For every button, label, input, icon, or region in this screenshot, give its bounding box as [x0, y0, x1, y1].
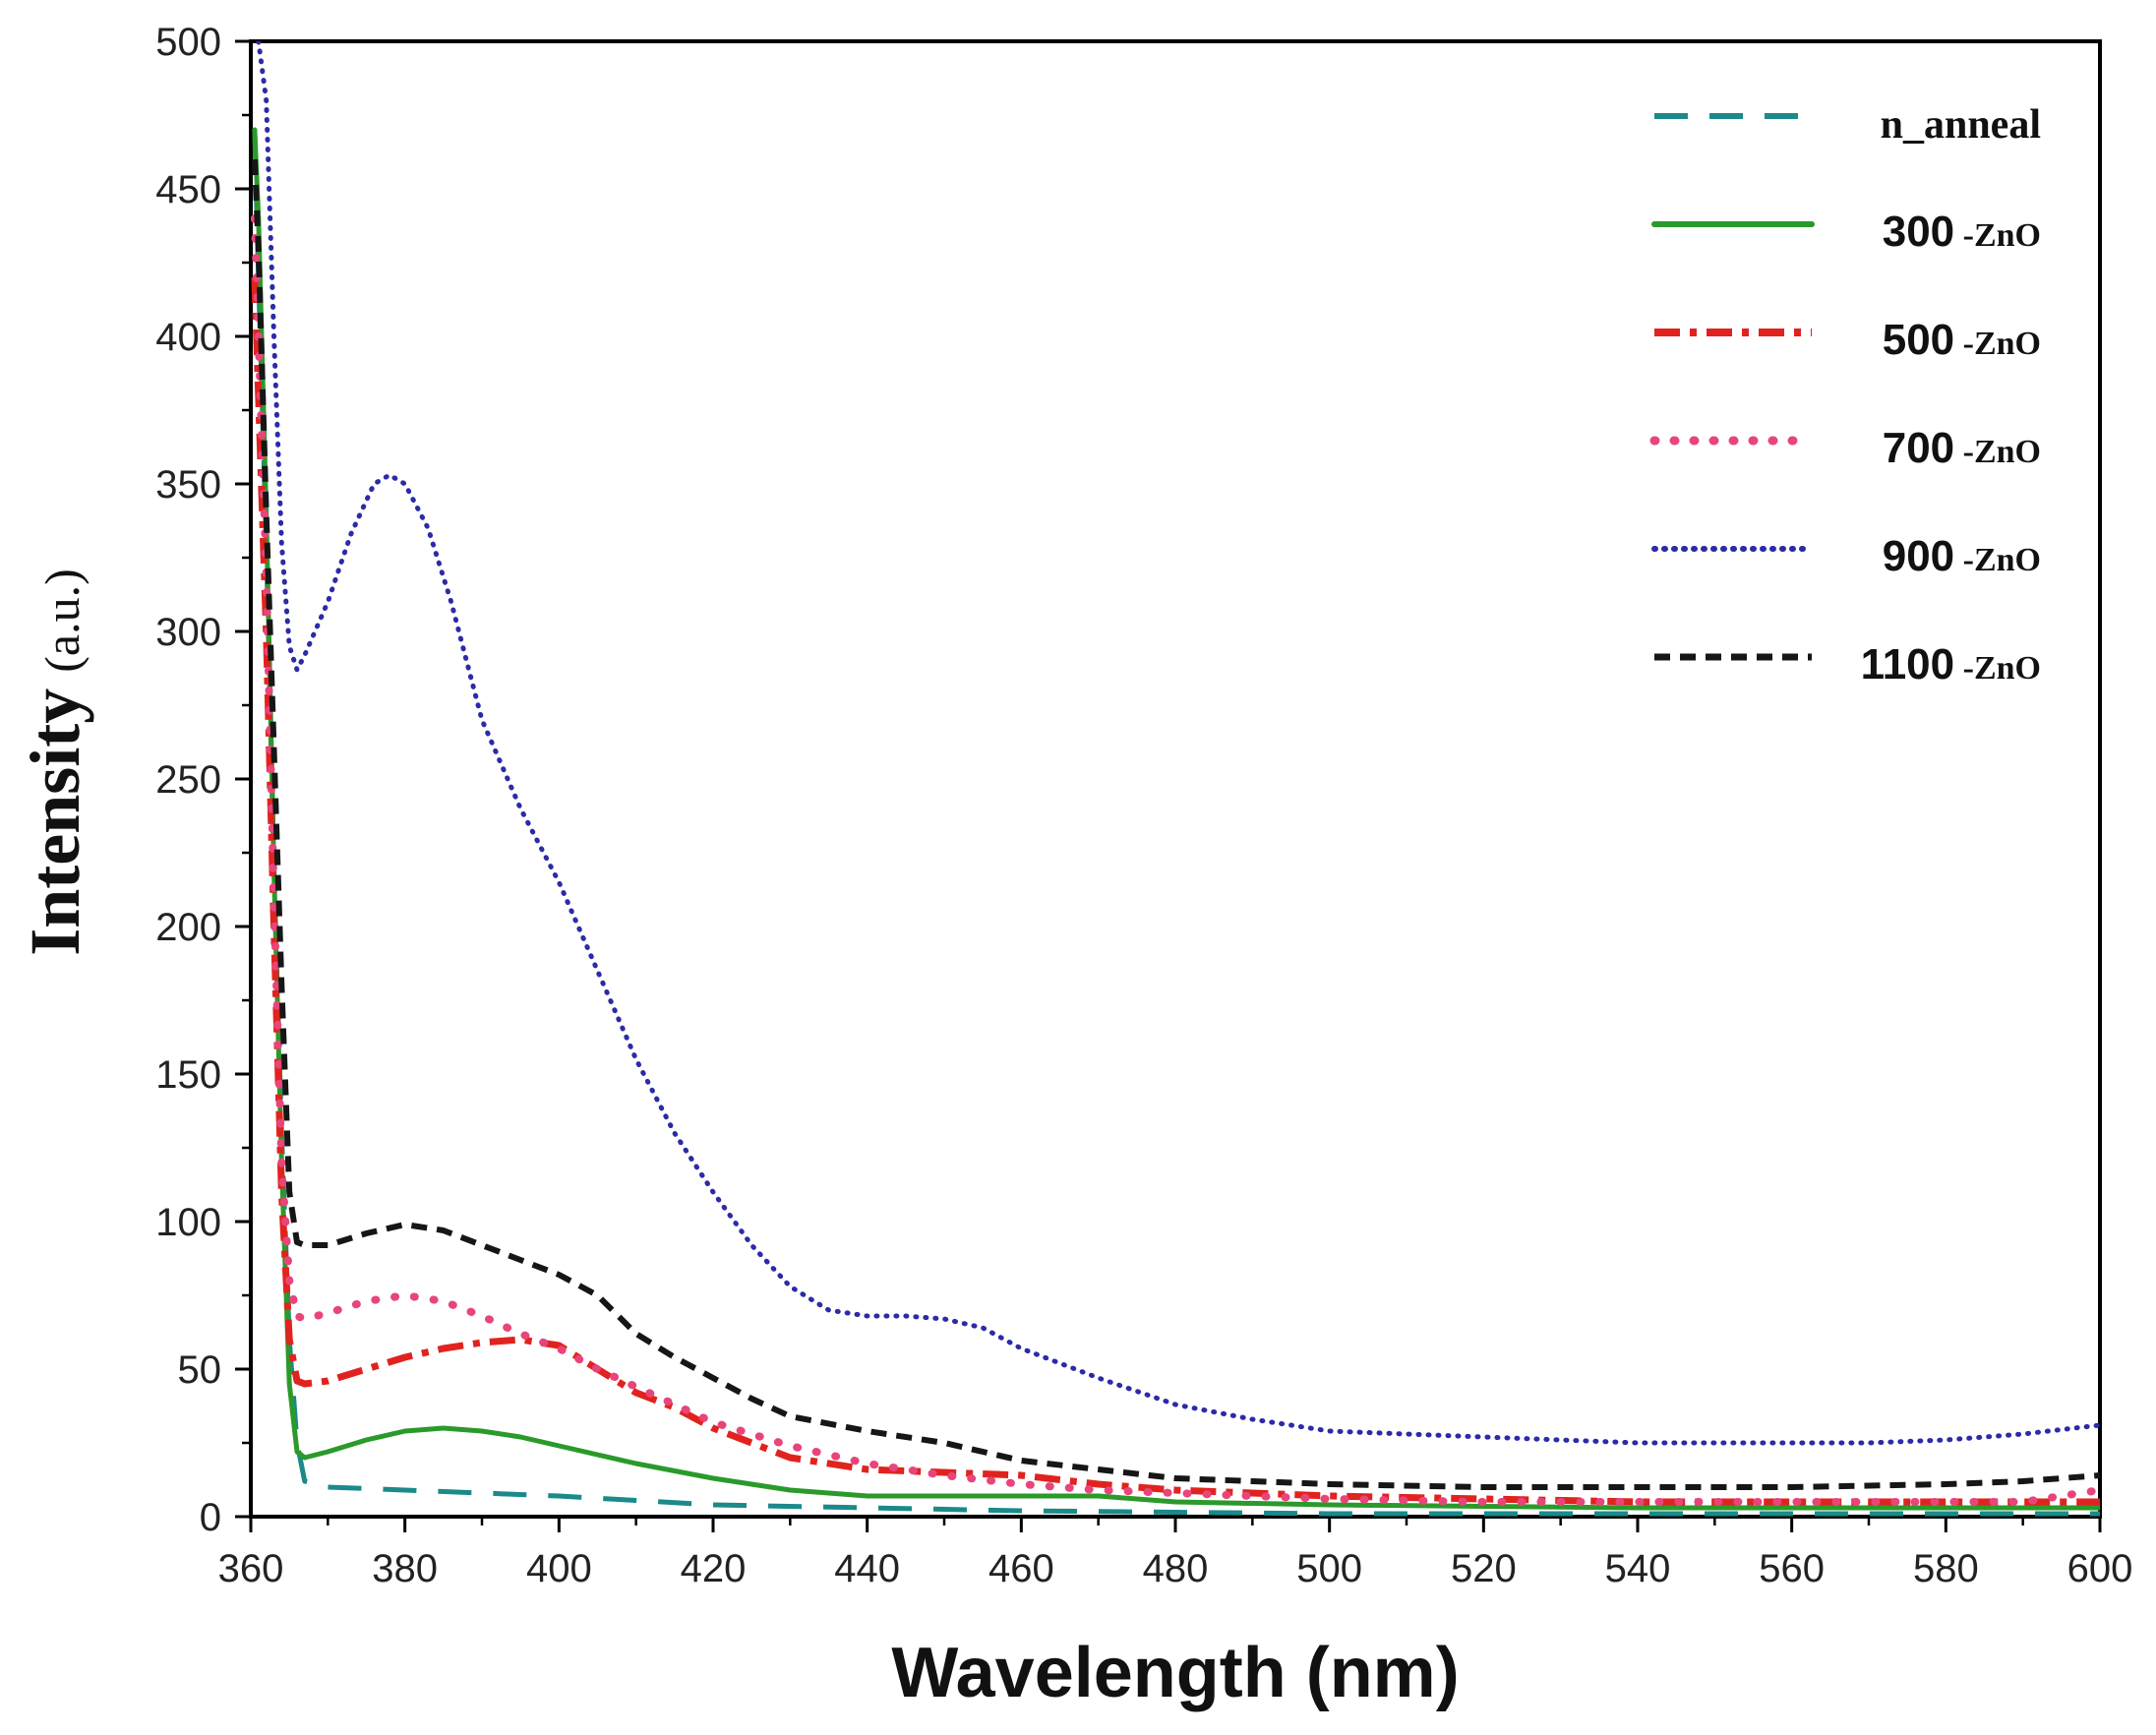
plot-frame	[249, 39, 2102, 1519]
y-tick-label: 400	[155, 316, 221, 359]
legend-label: 700 -ZnO	[1883, 424, 2041, 472]
y-axis: 0 50 100 150 200 250 300 350 400 450 500	[155, 21, 251, 1539]
legend-label-main: n_anneal	[1881, 102, 2041, 148]
legend-label-main: 900	[1883, 532, 1954, 580]
legend-label: n_anneal	[1881, 102, 2041, 148]
series-line-300	[252, 127, 2100, 1511]
x-axis-label: Wavelength (nm)	[891, 1634, 1459, 1712]
x-axis: 360 380 400 420 440 460 480 500 520 540 560 580 600	[218, 1517, 2133, 1590]
x-tick-label: 560	[1759, 1547, 1825, 1590]
y-axis-label-unit: (a.u.)	[34, 568, 90, 673]
y-tick-label: 450	[155, 168, 221, 211]
series-line-1100	[251, 158, 2100, 1490]
x-tick-label: 600	[2067, 1547, 2133, 1590]
legend-label-suffix: -ZnO	[1954, 650, 2041, 687]
legend-label: 500 -ZnO	[1883, 316, 2041, 364]
legend-label: 1100 -ZnO	[1861, 640, 2041, 688]
y-tick-label: 50	[178, 1348, 222, 1392]
y-tick-label: 250	[155, 758, 221, 802]
legend-label-suffix: -ZnO	[1954, 326, 2041, 362]
legend-label: 300 -ZnO	[1883, 208, 2041, 256]
x-tick-label: 540	[1605, 1547, 1671, 1590]
y-tick-label: 150	[155, 1053, 221, 1097]
y-tick-label: 100	[155, 1201, 221, 1244]
x-tick-label: 360	[218, 1547, 284, 1590]
y-tick-label: 200	[155, 906, 221, 949]
x-tick-label: 460	[988, 1547, 1054, 1590]
legend-label-main: 700	[1883, 424, 1954, 472]
y-tick-label: 500	[155, 21, 221, 64]
legend-label-suffix: -ZnO	[1954, 217, 2041, 254]
legend-label-main: 300	[1883, 208, 1954, 256]
x-tick-label: 520	[1451, 1547, 1517, 1590]
legend-label-main: 500	[1883, 316, 1954, 364]
legend-label-main: 1100	[1861, 640, 1954, 688]
x-tick-label: 400	[526, 1547, 592, 1590]
legend-label-suffix: -ZnO	[1954, 542, 2041, 578]
x-tick-label: 480	[1143, 1547, 1209, 1590]
y-tick-label: 350	[155, 463, 221, 507]
series-line-700	[251, 214, 2100, 1506]
plot-area-border	[249, 39, 2102, 1519]
x-tick-label: 420	[681, 1547, 747, 1590]
x-tick-label: 580	[1913, 1547, 1979, 1590]
legend-label: 900 -ZnO	[1883, 532, 2041, 580]
legend-label-suffix: -ZnO	[1954, 434, 2041, 470]
x-tick-label: 380	[372, 1547, 438, 1590]
y-tick-label: 0	[200, 1496, 221, 1539]
y-axis-label-main: Intensity	[16, 688, 94, 956]
x-tick-label: 440	[834, 1547, 900, 1590]
series-line-900	[256, 41, 2100, 1446]
y-axis-label: Intensity (a.u.)	[16, 568, 94, 956]
series-layer	[251, 41, 2100, 1517]
x-tick-label: 500	[1296, 1547, 1362, 1590]
y-tick-label: 300	[155, 611, 221, 654]
